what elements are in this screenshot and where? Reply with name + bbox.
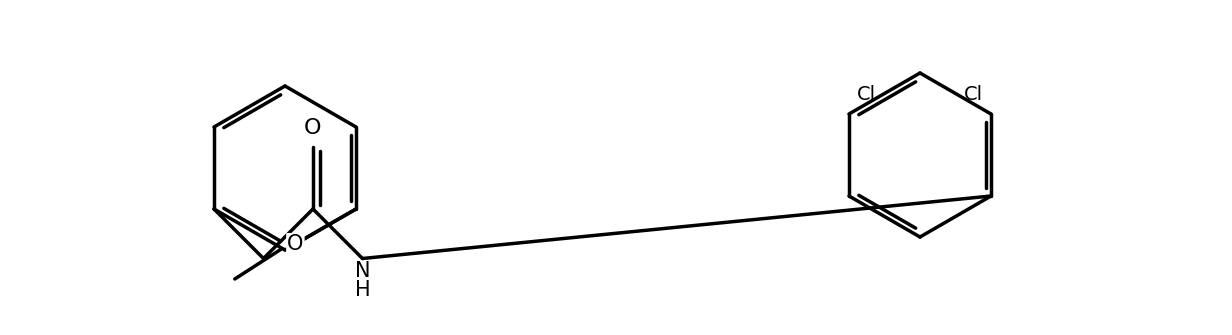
Text: O: O [304,118,322,138]
Text: O: O [287,234,303,254]
Text: Cl: Cl [857,85,876,104]
Text: N: N [355,262,371,281]
Text: H: H [355,280,371,300]
Text: Cl: Cl [963,85,983,104]
